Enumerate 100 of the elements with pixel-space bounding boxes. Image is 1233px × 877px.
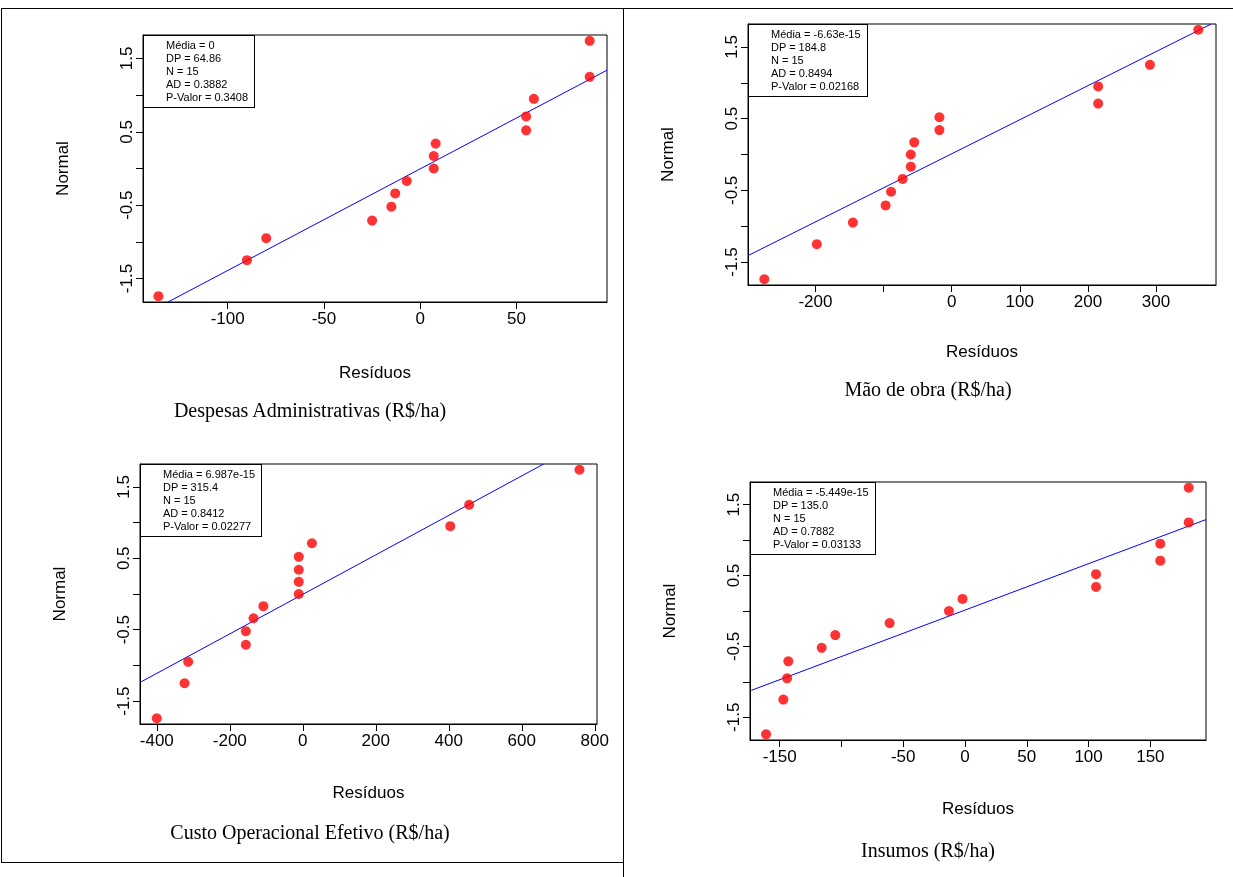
point — [464, 499, 475, 510]
annotation: AD = 0.7882 — [773, 525, 836, 538]
x-tick-label: -200 — [212, 731, 247, 750]
point — [1155, 538, 1166, 549]
point — [830, 630, 841, 641]
y-axis-title: Normal — [658, 127, 677, 182]
y-tick-label: -0.5 — [114, 615, 133, 645]
point — [293, 551, 304, 562]
point — [574, 464, 585, 475]
annotation: DP = 184.8 — [771, 41, 828, 54]
x-tick-label: 0 — [946, 292, 957, 311]
point — [1155, 555, 1166, 566]
x-tick-label: 800 — [580, 731, 609, 750]
y-tick-label: 0.5 — [722, 106, 741, 131]
point — [248, 613, 259, 624]
point — [880, 200, 891, 211]
point — [293, 589, 304, 599]
annotation: N = 15 — [166, 65, 200, 78]
point — [401, 175, 412, 186]
point — [293, 576, 304, 587]
point — [293, 564, 304, 575]
point — [179, 678, 190, 689]
point — [811, 239, 822, 250]
point — [261, 233, 272, 244]
y-axis-title: Normal — [660, 583, 679, 639]
y-tick-label: -1.5 — [724, 702, 743, 732]
annotation: N = 15 — [163, 494, 197, 507]
point — [934, 112, 945, 123]
y-tick-label: 0.5 — [114, 546, 133, 571]
x-tick-label: -150 — [762, 747, 797, 766]
x-axis-title: Resíduos — [339, 363, 411, 382]
x-tick-label: 150 — [1136, 747, 1165, 766]
x-tick-label: 50 — [1017, 747, 1037, 766]
point — [521, 111, 532, 122]
x-tick-label: 300 — [1141, 292, 1171, 311]
point — [367, 215, 378, 226]
annotation: P-Valor = 0.03133 — [773, 538, 863, 551]
point — [1144, 59, 1155, 70]
point — [584, 35, 595, 46]
x-tick-label: -200 — [798, 292, 833, 311]
point — [816, 642, 827, 653]
x-tick-label: -400 — [139, 731, 174, 750]
y-tick-label: -1.5 — [114, 686, 133, 716]
point — [1183, 517, 1194, 528]
y-tick-label: 1.5 — [724, 492, 743, 517]
x-tick-label: -100 — [210, 309, 245, 328]
x-tick-label: 0 — [415, 309, 425, 328]
point — [759, 274, 770, 285]
x-tick-label: 200 — [361, 731, 390, 750]
point — [884, 618, 895, 629]
y-tick-label: 0.5 — [724, 563, 743, 588]
point — [783, 656, 794, 667]
y-tick-label: -1.5 — [722, 247, 741, 277]
x-tick-label: 0 — [960, 747, 970, 766]
point — [1183, 482, 1194, 493]
x-tick-label: 50 — [507, 309, 526, 328]
y-tick-label: 1.5 — [722, 35, 741, 59]
point — [778, 694, 789, 705]
point — [430, 138, 441, 149]
point — [240, 639, 251, 650]
point — [886, 186, 897, 197]
point — [584, 71, 595, 82]
y-tick-label: -1.5 — [117, 263, 136, 294]
text: Insumos (R$/ha) — [861, 839, 995, 862]
point — [153, 291, 164, 302]
x-axis-title: Resíduos — [332, 783, 405, 802]
y-tick-label: 1.5 — [117, 46, 136, 71]
annotation: Média = 0 — [166, 39, 216, 52]
y-tick-label: 1.5 — [114, 475, 133, 499]
point — [1093, 81, 1104, 92]
point — [521, 125, 532, 136]
point — [428, 163, 439, 174]
point — [905, 161, 916, 172]
x-axis-title: Resíduos — [946, 342, 1018, 361]
annotation: N = 15 — [771, 54, 805, 67]
point — [306, 538, 317, 549]
y-axis-title: Normal — [53, 141, 72, 196]
point — [428, 151, 439, 162]
annotation: N = 15 — [773, 512, 807, 525]
point — [528, 93, 539, 104]
point — [957, 593, 968, 604]
point — [897, 173, 908, 184]
y-tick-label: -0.5 — [117, 190, 136, 220]
annotation: DP = 135.0 — [773, 499, 830, 512]
point — [847, 217, 858, 228]
point — [905, 149, 916, 160]
y-axis-title: Normal — [50, 566, 69, 622]
annotation: DP = 64.86 — [166, 52, 223, 65]
x-tick-label: 0 — [298, 731, 308, 750]
annotation: P-Valor = 0.02277 — [163, 520, 253, 533]
annotation: Média = 6.987e-15 — [163, 468, 256, 481]
point — [390, 188, 401, 199]
y-tick-label: -0.5 — [722, 175, 741, 205]
text: Mão de obra (R$/ha) — [844, 378, 1012, 401]
y-tick-label: -0.5 — [724, 631, 743, 662]
point — [934, 125, 945, 136]
point — [386, 201, 397, 212]
text: Despesas Administrativas (R$/ha) — [173, 399, 447, 422]
x-tick-label: -50 — [890, 747, 916, 766]
point — [240, 626, 251, 637]
